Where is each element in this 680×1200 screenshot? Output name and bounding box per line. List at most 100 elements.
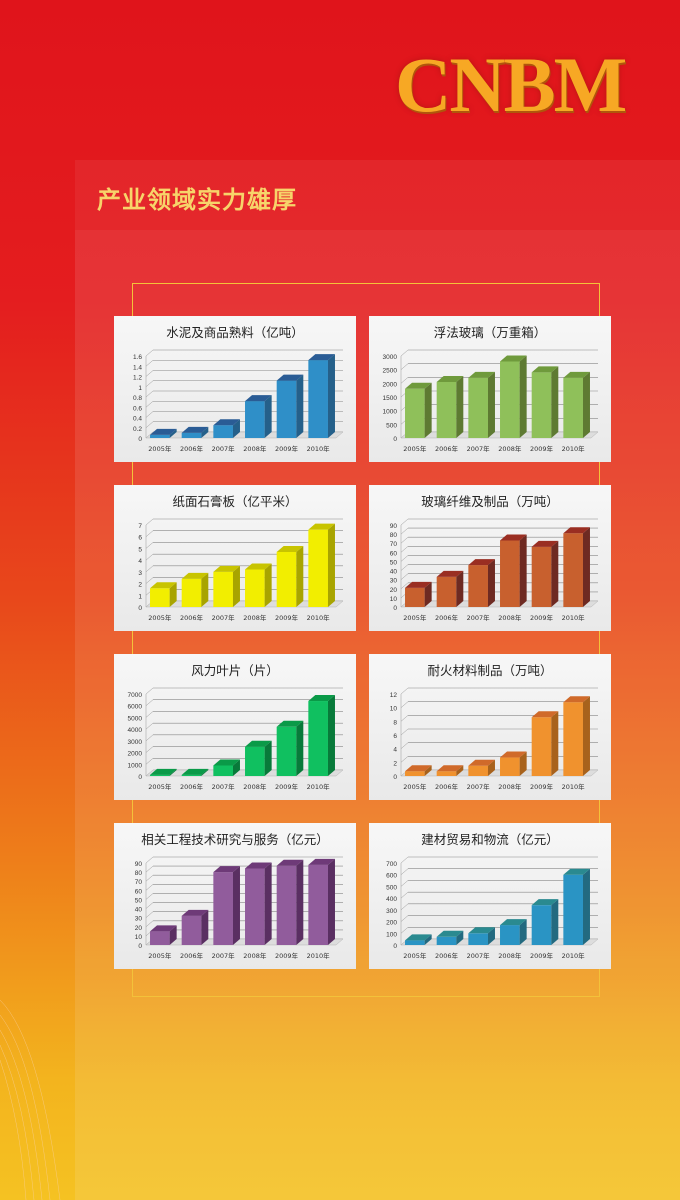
gridline-depth bbox=[145, 911, 154, 918]
chart-card: 玻璃纤维及制品（万吨） 0 10 20 30 40 50 60 70 80 90 2005年 2006年… bbox=[369, 485, 611, 631]
gridline-depth bbox=[400, 868, 409, 875]
bar-top bbox=[436, 375, 464, 382]
gridline-depth bbox=[145, 553, 154, 561]
y-tick-label: 0 bbox=[138, 943, 142, 950]
chart-title: 建材贸易和物流（亿元） bbox=[421, 832, 559, 847]
bar-front bbox=[500, 757, 520, 776]
bar-side bbox=[519, 751, 527, 776]
gridline-depth bbox=[145, 711, 154, 718]
bar-front bbox=[563, 533, 583, 607]
bar bbox=[181, 426, 209, 438]
bar-top bbox=[563, 371, 590, 378]
chart-card: 纸面石膏板（亿平米） 0 1 2 3 4 5 6 7 2005年 2006年 2007年 2008年 20… bbox=[114, 485, 356, 631]
y-tick-label: 6 bbox=[393, 733, 397, 740]
x-tick-label: 2007年 bbox=[212, 613, 236, 622]
bar bbox=[308, 695, 335, 776]
x-tick-label: 2009年 bbox=[275, 444, 299, 453]
bar-top bbox=[468, 371, 495, 378]
gridline-depth bbox=[145, 401, 154, 408]
x-tick-label: 2007年 bbox=[212, 444, 236, 453]
y-tick-label: 30 bbox=[135, 916, 143, 923]
bar-top bbox=[436, 570, 464, 577]
bar-side bbox=[232, 866, 240, 945]
gridline-depth bbox=[145, 734, 154, 742]
y-tick-label: 1.2 bbox=[133, 375, 142, 382]
gridline-depth bbox=[400, 537, 409, 544]
bar bbox=[531, 711, 559, 776]
gridline-depth bbox=[400, 555, 409, 562]
bar-front bbox=[276, 726, 297, 776]
y-tick-label: 1.6 bbox=[133, 354, 142, 361]
y-tick-label: 10 bbox=[390, 596, 398, 603]
bar-front bbox=[213, 872, 233, 945]
x-tick-label: 2010年 bbox=[307, 444, 331, 453]
bar-side bbox=[456, 570, 464, 607]
bar-front bbox=[405, 587, 425, 607]
gridline-depth bbox=[400, 701, 409, 708]
bar bbox=[276, 545, 304, 607]
bar-top bbox=[276, 859, 304, 866]
x-tick-label: 2010年 bbox=[562, 613, 586, 622]
y-tick-label: 2 bbox=[138, 582, 142, 589]
bar-top bbox=[276, 374, 304, 381]
bar bbox=[308, 523, 335, 607]
bar bbox=[500, 919, 527, 945]
chart-title: 相关工程技术研究与服务（亿元） bbox=[141, 832, 329, 847]
bar-side bbox=[201, 426, 209, 438]
bar-top bbox=[531, 899, 559, 906]
bar bbox=[563, 868, 590, 945]
x-tick-label: 2007年 bbox=[212, 951, 236, 960]
bar-top bbox=[308, 523, 335, 530]
chart-card: 建材贸易和物流（亿元） 0 100 200 300 400 500 600 700 2005年 20… bbox=[369, 823, 611, 969]
bar-top bbox=[213, 419, 240, 426]
bar-top bbox=[245, 563, 272, 570]
chart-card: 风力叶片（片） 0 1000 2000 3000 4000 5000 6000 7000 2005… bbox=[114, 654, 356, 800]
bar-top bbox=[181, 572, 209, 579]
x-tick-label: 2007年 bbox=[467, 613, 491, 622]
y-tick-label: 10 bbox=[135, 934, 143, 941]
x-tick-label: 2006年 bbox=[180, 951, 204, 960]
bar-front bbox=[405, 388, 425, 438]
y-tick-label: 0.8 bbox=[133, 395, 142, 402]
gridline-depth bbox=[400, 915, 409, 922]
gridline-depth bbox=[145, 758, 154, 765]
y-tick-label: 700 bbox=[386, 861, 397, 868]
gridline-depth bbox=[400, 903, 409, 911]
bar bbox=[563, 371, 590, 438]
gridline-depth bbox=[400, 715, 409, 722]
gridline-depth bbox=[145, 856, 154, 864]
bar bbox=[181, 909, 209, 945]
x-tick-label: 2009年 bbox=[530, 613, 554, 622]
bar-side bbox=[582, 696, 590, 776]
x-tick-label: 2008年 bbox=[243, 613, 267, 622]
y-tick-label: 60 bbox=[135, 888, 143, 895]
bar-side bbox=[519, 919, 527, 945]
x-tick-label: 2009年 bbox=[530, 782, 554, 791]
bar-side bbox=[201, 572, 209, 607]
bar bbox=[500, 534, 527, 607]
bar bbox=[436, 765, 464, 776]
bar-front bbox=[245, 569, 265, 607]
y-tick-label: 1000 bbox=[128, 762, 143, 769]
bar-side bbox=[551, 540, 559, 607]
bar bbox=[245, 862, 272, 945]
bar-front bbox=[181, 578, 202, 607]
x-tick-label: 2006年 bbox=[435, 444, 459, 453]
bar bbox=[276, 720, 304, 776]
gridline-depth bbox=[145, 577, 154, 584]
gridline-depth bbox=[145, 920, 154, 927]
bar bbox=[468, 559, 495, 607]
bar bbox=[468, 371, 495, 438]
y-tick-label: 1.4 bbox=[133, 364, 142, 371]
bar-front bbox=[468, 565, 488, 607]
x-tick-label: 2010年 bbox=[307, 782, 331, 791]
y-tick-label: 0 bbox=[138, 774, 142, 781]
bar-side bbox=[487, 927, 495, 945]
bar-side bbox=[456, 765, 464, 776]
bar-top bbox=[500, 751, 527, 758]
bar-top bbox=[150, 428, 177, 435]
bar-top bbox=[405, 934, 432, 941]
gridline-depth bbox=[145, 902, 154, 909]
bar-side bbox=[456, 930, 464, 945]
gridline-depth bbox=[400, 756, 409, 763]
